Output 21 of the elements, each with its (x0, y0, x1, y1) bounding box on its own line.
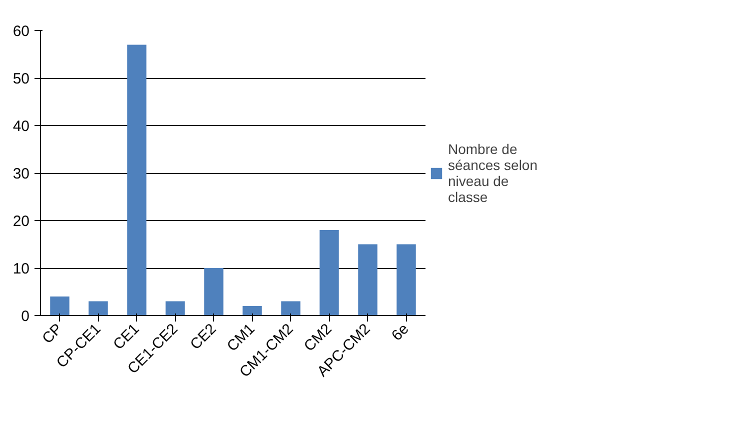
bar (204, 268, 224, 316)
x-tick-label: 6e (388, 320, 412, 344)
bar (127, 44, 146, 316)
y-tick-label: 50 (12, 70, 30, 88)
y-tick-label: 40 (12, 118, 30, 135)
y-tick-label: 10 (12, 260, 30, 278)
bar (320, 230, 339, 316)
bar (166, 301, 185, 316)
bar (242, 306, 262, 316)
bar (88, 301, 108, 316)
x-tick-label: CE2 (187, 320, 220, 354)
y-tick-label: 20 (12, 213, 30, 230)
bar (358, 244, 378, 316)
y-tick-label: 30 (12, 166, 30, 182)
bar (50, 296, 70, 316)
legend-label: Nombre de séances selon niveau de classe (448, 140, 538, 204)
bar (281, 301, 300, 316)
x-tick-label: CP (39, 320, 66, 348)
bar (396, 244, 416, 316)
y-tick-label: 0 (21, 308, 30, 325)
y-tick-label: 60 (12, 23, 30, 40)
